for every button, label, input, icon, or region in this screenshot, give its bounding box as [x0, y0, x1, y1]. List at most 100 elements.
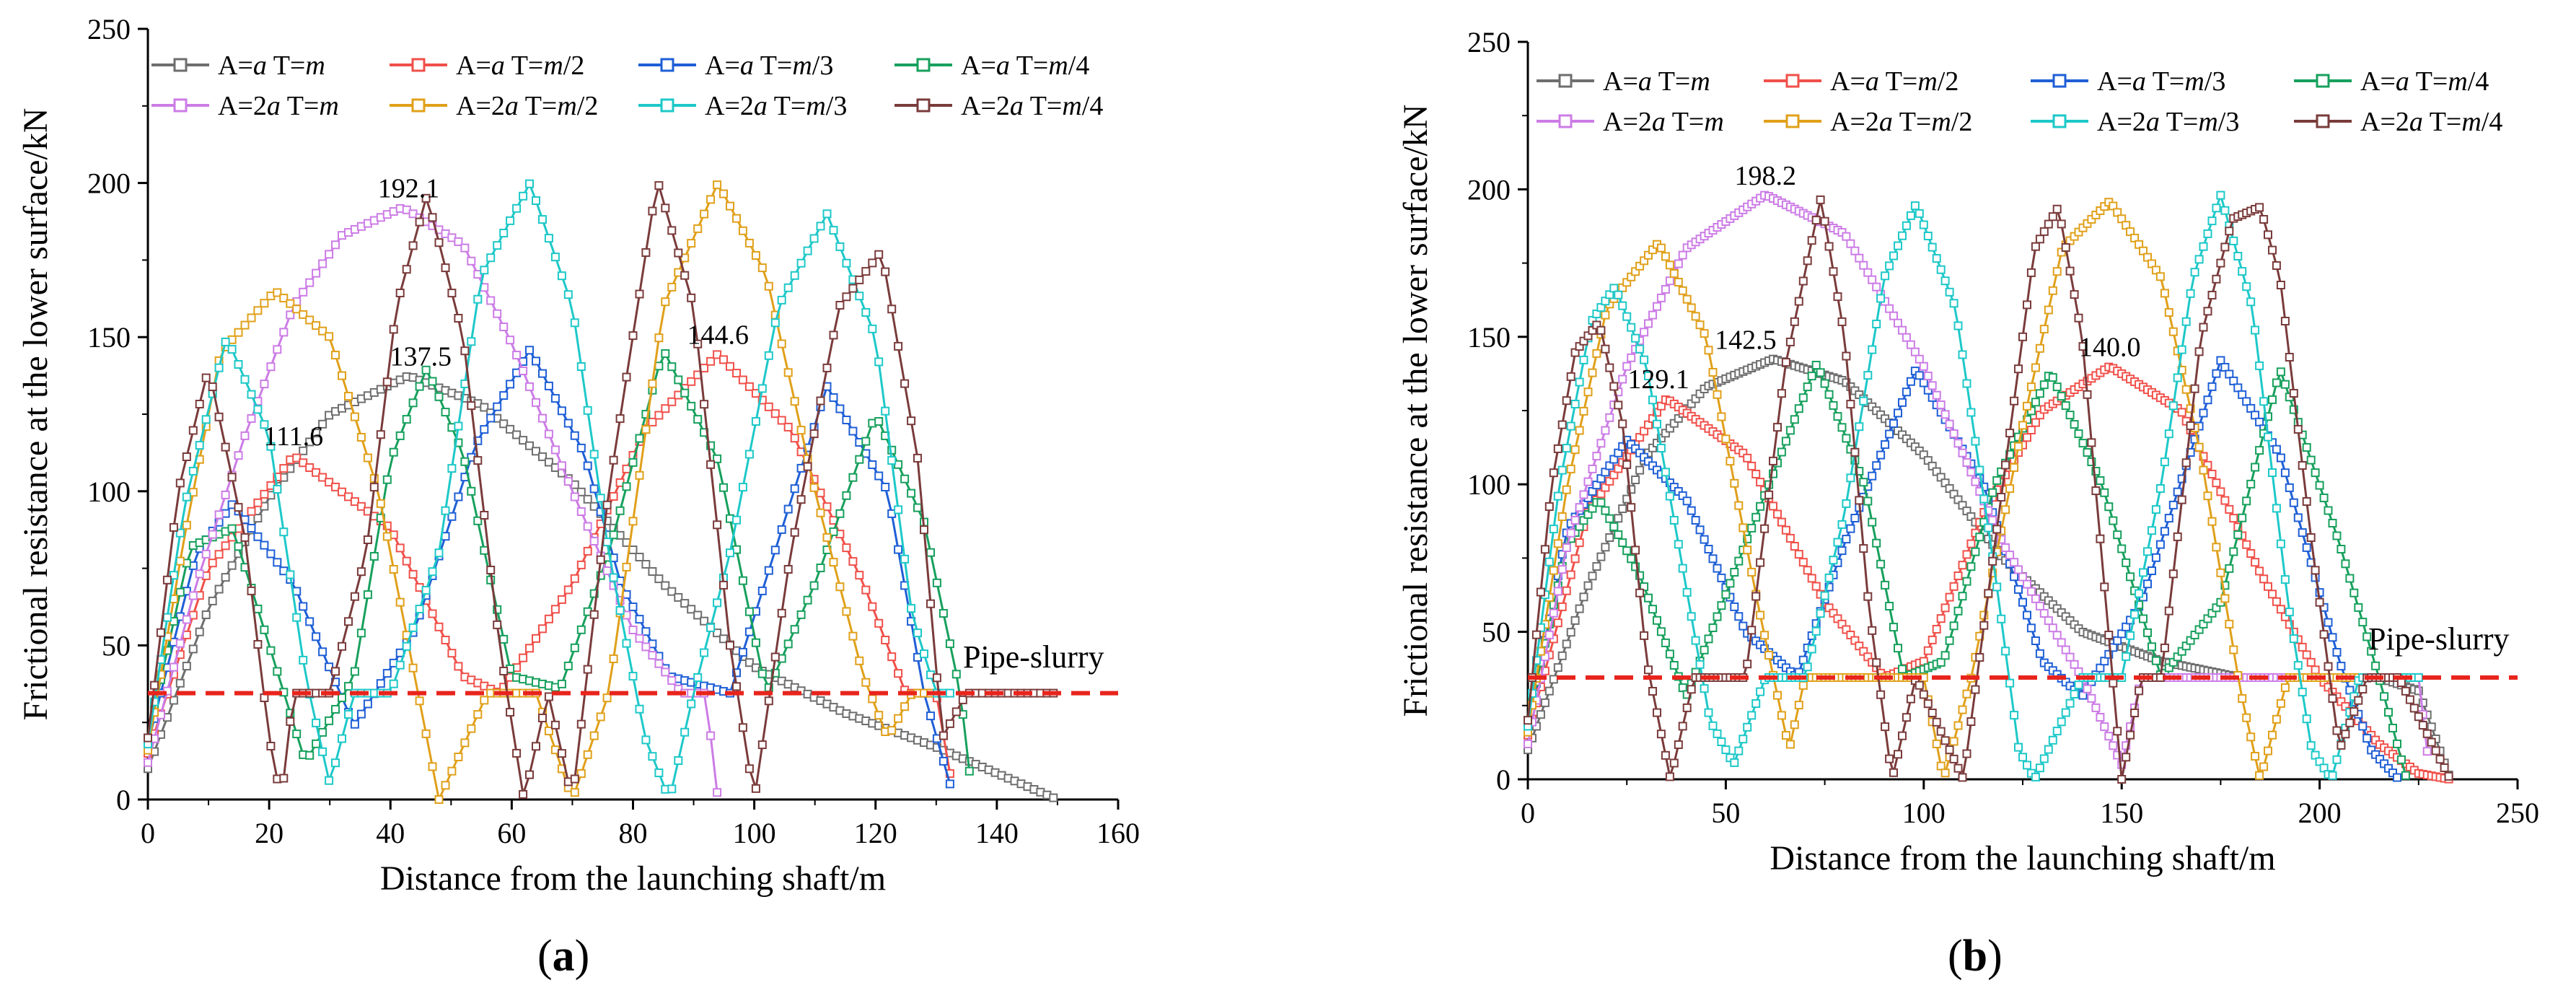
data-point	[279, 464, 289, 473]
data-point	[1958, 448, 1967, 457]
data-point	[667, 282, 677, 292]
data-point	[156, 628, 165, 637]
data-point	[2160, 527, 2169, 536]
data-point	[1747, 461, 1757, 470]
data-point	[1601, 543, 1610, 552]
data-point	[1927, 709, 1937, 717]
data-point	[1872, 538, 1881, 548]
x-tick-label: 0	[1521, 797, 1535, 829]
data-point	[525, 179, 534, 188]
data-point	[1669, 269, 1679, 279]
data-point	[2074, 680, 2083, 690]
data-point	[447, 649, 457, 658]
data-point	[2440, 763, 2449, 772]
data-point	[700, 616, 709, 626]
data-point	[2293, 513, 2303, 522]
data-point	[1760, 524, 1770, 533]
data-point	[938, 731, 948, 740]
legend-swatch-marker	[173, 58, 188, 72]
data-point	[480, 696, 489, 705]
data-point	[2268, 730, 2277, 740]
data-point	[2151, 656, 2160, 665]
data-point	[809, 234, 819, 243]
data-point	[1824, 390, 1834, 399]
data-point	[538, 714, 547, 722]
data-point	[2057, 392, 2066, 401]
data-point	[1713, 729, 1722, 738]
data-point	[1794, 297, 1803, 306]
data-point	[680, 599, 690, 608]
data-point	[1953, 571, 1963, 580]
data-point	[408, 663, 418, 673]
data-point	[1669, 661, 1679, 670]
data-point	[299, 310, 308, 319]
data-point	[674, 592, 683, 602]
data-point	[2130, 709, 2140, 717]
data-point	[1640, 328, 1649, 337]
data-point	[1885, 261, 1894, 271]
x-tick-label: 20	[255, 817, 283, 849]
data-point	[1704, 634, 1713, 644]
plot-area	[144, 179, 1058, 804]
data-point	[855, 455, 864, 464]
legend-item: A=2a T=m	[151, 91, 339, 121]
data-point	[1958, 773, 1967, 782]
data-point	[783, 504, 793, 514]
data-point	[2078, 342, 2088, 351]
data-point	[1863, 592, 1873, 601]
data-point	[2276, 539, 2285, 548]
data-point	[881, 483, 890, 491]
data-point	[460, 738, 470, 748]
data-point	[2285, 483, 2294, 492]
data-point	[1781, 437, 1790, 446]
data-point	[2212, 203, 2221, 213]
data-point	[1902, 387, 1911, 397]
data-point	[2216, 487, 2225, 496]
data-point	[2354, 603, 2363, 612]
data-point	[214, 363, 224, 372]
data-point	[2264, 582, 2272, 591]
series-line	[146, 181, 1054, 795]
data-point	[2229, 514, 2238, 523]
legend-item: A=2a T=m/4	[2294, 107, 2502, 137]
data-point	[1708, 368, 1718, 377]
data-point	[635, 634, 644, 643]
data-point	[1816, 195, 1825, 204]
data-point	[1695, 525, 1705, 535]
data-point	[938, 756, 948, 766]
data-point	[247, 390, 256, 399]
series-line	[1526, 191, 2419, 779]
data-point	[757, 586, 767, 595]
data-point	[2311, 665, 2320, 675]
data-point	[2212, 543, 2221, 552]
data-point	[2148, 642, 2156, 652]
data-point	[1635, 344, 1645, 354]
data-point	[325, 250, 334, 259]
data-point	[1592, 349, 1601, 358]
legend-item: A=a T=m	[1537, 66, 1710, 97]
data-point	[894, 714, 903, 723]
data-point	[376, 679, 385, 688]
data-point	[2242, 540, 2251, 549]
data-point	[389, 325, 398, 334]
data-point	[641, 642, 651, 652]
data-point	[1635, 588, 1645, 597]
data-point	[473, 294, 483, 304]
data-point	[1695, 660, 1705, 669]
series-a-a-t-m-2	[144, 350, 954, 778]
data-point	[221, 490, 230, 499]
data-point	[356, 628, 366, 638]
data-point	[175, 528, 185, 538]
data-point	[428, 567, 437, 577]
data-point	[2207, 517, 2217, 526]
y-tick-label: 0	[116, 784, 131, 816]
data-point	[719, 580, 728, 590]
data-point	[421, 729, 431, 738]
data-point	[1894, 408, 1902, 418]
data-point	[764, 696, 773, 706]
data-point	[2272, 504, 2281, 513]
data-point	[162, 575, 172, 584]
data-point	[2444, 771, 2453, 781]
data-point	[1842, 434, 1851, 443]
